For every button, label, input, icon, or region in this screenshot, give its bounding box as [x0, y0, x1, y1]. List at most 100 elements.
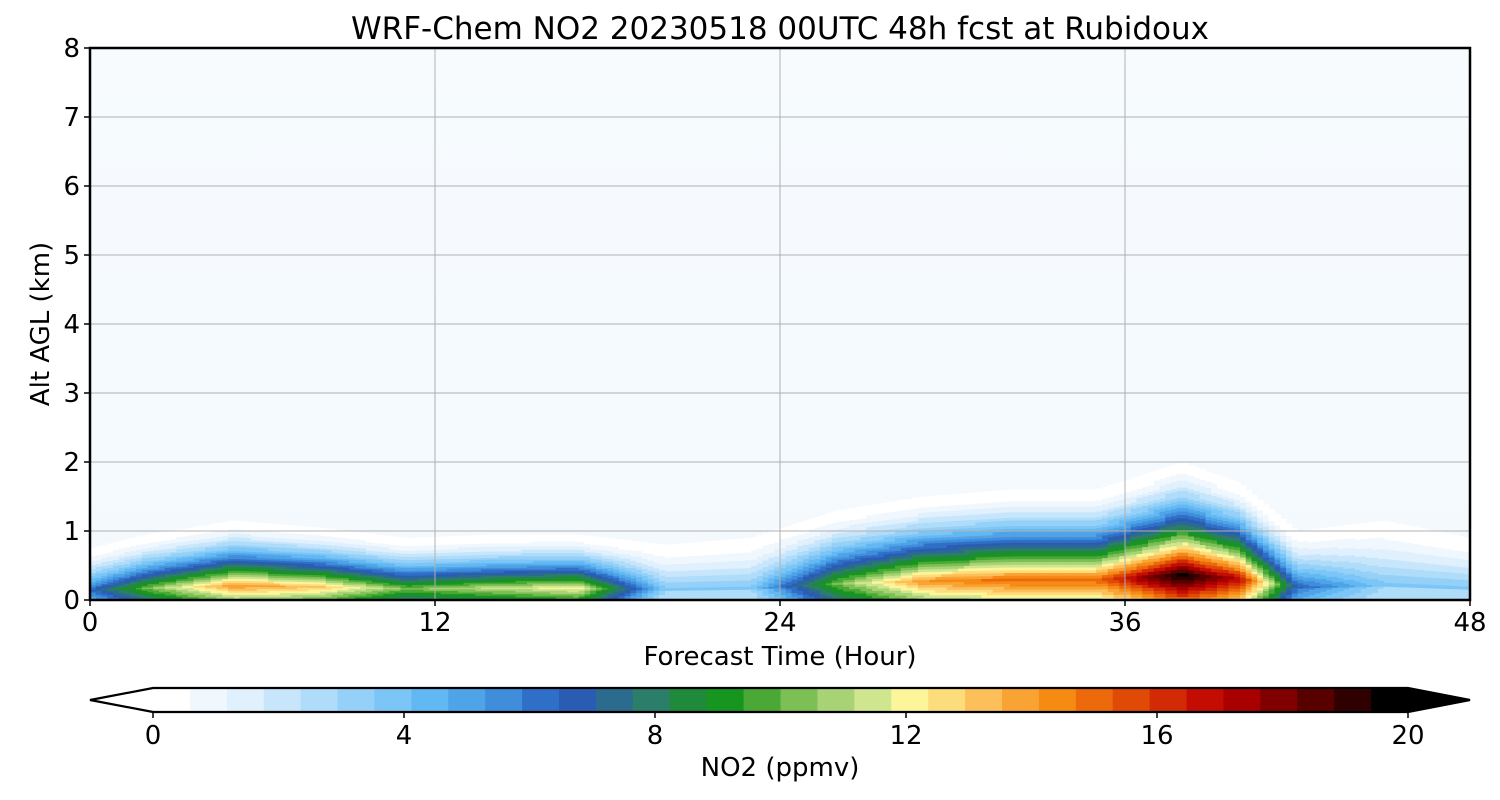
contour-cell — [768, 536, 775, 539]
contour-cell — [101, 590, 108, 593]
contour-cell — [389, 555, 396, 558]
contour-cell — [584, 556, 591, 559]
contour-cell — [314, 589, 321, 592]
contour-cell — [245, 568, 252, 572]
contour-cell — [337, 570, 344, 573]
contour-cell — [751, 576, 758, 579]
contour-cell — [521, 588, 528, 591]
contour-cell — [314, 540, 321, 543]
contour-cell — [596, 536, 603, 540]
contour-cell — [320, 544, 327, 547]
contour-cell — [130, 578, 137, 581]
contour-cell — [446, 588, 453, 592]
contour-cell — [159, 544, 166, 547]
contour-cell — [768, 562, 775, 565]
contour-cell — [314, 561, 321, 565]
contour-cell — [705, 548, 712, 551]
contour-cell — [458, 545, 465, 548]
contour-cell — [665, 577, 672, 580]
contour-cell — [619, 587, 626, 591]
contour-cell — [699, 592, 706, 595]
contour-cell — [279, 528, 287, 531]
contour-cell — [578, 588, 586, 591]
contour-cell — [371, 571, 379, 575]
contour-cell — [803, 582, 810, 585]
contour-cell — [791, 541, 798, 544]
contour-cell — [274, 581, 281, 584]
contour-cell — [699, 567, 706, 571]
contour-cell — [647, 565, 655, 568]
contour-cell — [607, 566, 614, 569]
contour-cell — [458, 548, 465, 551]
contour-cell — [417, 574, 425, 578]
contour-cell — [458, 577, 465, 580]
contour-cell — [274, 546, 281, 550]
contour-cell — [705, 570, 712, 573]
contour-cell — [302, 577, 310, 581]
contour-cell — [216, 573, 223, 576]
contour-cell — [797, 539, 804, 543]
contour-cell — [360, 568, 367, 571]
contour-cell — [624, 577, 632, 580]
contour-cell — [423, 538, 430, 541]
contour-cell — [222, 531, 229, 535]
contour-cell — [716, 592, 724, 595]
contour-cell — [762, 583, 770, 586]
contour-cell — [751, 585, 758, 588]
contour-cell — [722, 550, 729, 553]
contour-cell — [716, 576, 724, 579]
contour-cell — [274, 571, 281, 575]
contour-cell — [118, 554, 126, 557]
contour-cell — [699, 585, 706, 588]
contour-cell — [757, 593, 764, 596]
contour-cell — [182, 557, 189, 560]
contour-cell — [780, 580, 787, 583]
contour-cell — [446, 552, 453, 555]
contour-cell — [400, 543, 407, 546]
contour-cell — [366, 533, 373, 536]
contour-cell — [711, 592, 718, 595]
contour-cell — [647, 561, 655, 564]
contour-cell — [159, 537, 166, 540]
contour-cell — [159, 588, 166, 591]
contour-cell — [665, 575, 672, 578]
contour-cell — [308, 543, 315, 546]
contour-cell — [314, 574, 321, 577]
contour-cell — [688, 562, 695, 565]
contour-cell — [199, 566, 206, 570]
contour-cell — [371, 593, 379, 596]
contour-cell — [285, 545, 292, 549]
contour-cell — [555, 588, 563, 591]
contour-cell — [297, 575, 304, 579]
contour-cell — [745, 553, 752, 556]
contour-cell — [469, 574, 476, 577]
contour-cell — [297, 535, 304, 538]
contour-cell — [193, 566, 200, 570]
contour-cell — [366, 596, 373, 599]
contour-cell — [567, 563, 574, 567]
contour-cell — [216, 534, 223, 538]
contour-cell — [239, 576, 246, 579]
contour-cell — [337, 564, 344, 568]
contour-cell — [458, 558, 465, 561]
contour-cell — [463, 588, 471, 591]
contour-cell — [504, 588, 511, 591]
contour-cell — [170, 545, 177, 549]
contour-cell — [193, 532, 200, 535]
contour-cell — [423, 585, 430, 589]
contour-cell — [630, 566, 637, 569]
contour-cell — [475, 572, 482, 575]
contour-cell — [458, 553, 465, 556]
contour-cell — [532, 586, 540, 590]
contour-cell — [561, 572, 568, 575]
contour-cell — [653, 552, 660, 555]
contour-cell — [785, 564, 793, 568]
contour-cell — [550, 596, 557, 599]
contour-cell — [498, 580, 505, 583]
contour-cell — [274, 562, 281, 565]
contour-cell — [665, 580, 672, 583]
contour-cell — [199, 559, 206, 562]
contour-cell — [343, 577, 350, 580]
contour-cell — [711, 567, 718, 570]
contour-cell — [607, 575, 614, 578]
